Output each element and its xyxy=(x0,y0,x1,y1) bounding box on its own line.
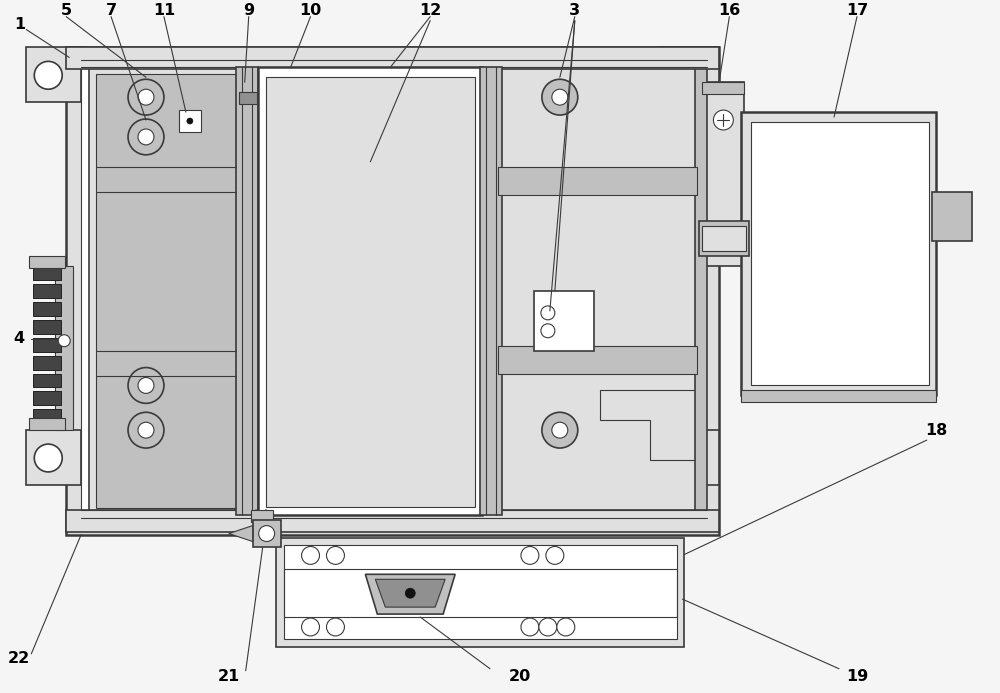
Text: 21: 21 xyxy=(218,669,240,684)
Bar xyxy=(33,356,61,369)
Text: 22: 22 xyxy=(8,651,30,666)
Bar xyxy=(266,78,475,507)
Bar xyxy=(253,520,281,547)
Bar xyxy=(498,167,697,195)
Bar xyxy=(33,337,61,351)
Polygon shape xyxy=(375,579,445,607)
Circle shape xyxy=(34,444,62,472)
Circle shape xyxy=(128,367,164,403)
Circle shape xyxy=(326,547,344,564)
Polygon shape xyxy=(600,390,699,460)
Text: 7: 7 xyxy=(106,3,117,18)
Circle shape xyxy=(541,306,555,320)
Text: 9: 9 xyxy=(243,3,254,18)
Bar xyxy=(96,74,236,508)
Text: 18: 18 xyxy=(926,423,948,438)
Bar xyxy=(236,67,258,515)
Text: 4: 4 xyxy=(14,331,25,346)
Text: 12: 12 xyxy=(419,3,441,18)
Bar xyxy=(33,410,61,423)
Bar xyxy=(932,191,972,241)
Circle shape xyxy=(542,412,578,448)
Bar xyxy=(239,92,257,104)
Text: 19: 19 xyxy=(846,669,868,684)
Bar xyxy=(482,67,702,515)
Bar xyxy=(179,110,201,132)
Bar xyxy=(534,291,594,351)
Bar xyxy=(89,67,697,515)
Circle shape xyxy=(138,89,154,105)
Bar xyxy=(702,82,744,266)
Bar xyxy=(33,374,61,387)
Circle shape xyxy=(138,378,154,394)
Bar xyxy=(89,67,244,515)
Circle shape xyxy=(541,324,555,337)
Bar xyxy=(29,256,65,268)
Text: 17: 17 xyxy=(846,3,868,18)
Bar xyxy=(276,538,684,647)
Circle shape xyxy=(58,335,70,346)
Circle shape xyxy=(302,547,320,564)
Polygon shape xyxy=(229,525,253,541)
Circle shape xyxy=(138,422,154,438)
Bar xyxy=(258,67,482,515)
Circle shape xyxy=(259,525,275,541)
Bar xyxy=(33,266,61,280)
Bar xyxy=(55,266,73,430)
Bar xyxy=(81,60,704,523)
Circle shape xyxy=(326,618,344,636)
Bar xyxy=(702,227,746,252)
Bar xyxy=(29,419,65,430)
Bar xyxy=(284,545,677,639)
Circle shape xyxy=(713,110,733,130)
Bar xyxy=(26,47,81,102)
Circle shape xyxy=(557,618,575,636)
Circle shape xyxy=(542,79,578,115)
Circle shape xyxy=(552,422,568,438)
Bar xyxy=(699,222,749,256)
Bar xyxy=(660,47,719,102)
Circle shape xyxy=(552,89,568,105)
Bar xyxy=(741,390,936,403)
Bar xyxy=(33,302,61,316)
Circle shape xyxy=(405,588,415,598)
Circle shape xyxy=(128,79,164,115)
Bar xyxy=(695,67,707,515)
Bar xyxy=(751,122,929,385)
Text: 5: 5 xyxy=(61,3,72,18)
Bar xyxy=(66,47,719,69)
Bar xyxy=(660,430,719,485)
Circle shape xyxy=(546,547,564,564)
Circle shape xyxy=(138,129,154,145)
Circle shape xyxy=(302,618,320,636)
Circle shape xyxy=(521,618,539,636)
Polygon shape xyxy=(365,574,455,614)
Text: 3: 3 xyxy=(569,3,580,18)
Circle shape xyxy=(680,448,699,468)
Circle shape xyxy=(128,412,164,448)
Bar xyxy=(702,82,744,94)
Bar xyxy=(26,430,81,485)
Text: 10: 10 xyxy=(299,3,322,18)
Circle shape xyxy=(34,62,62,89)
Bar xyxy=(33,392,61,405)
Bar xyxy=(251,509,273,522)
Bar xyxy=(33,284,61,298)
Bar xyxy=(741,112,936,396)
Bar xyxy=(480,67,502,515)
Circle shape xyxy=(128,119,164,155)
Bar xyxy=(66,47,719,534)
Bar xyxy=(498,346,697,374)
Bar xyxy=(33,320,61,334)
Circle shape xyxy=(539,618,557,636)
Bar xyxy=(66,509,719,532)
Circle shape xyxy=(680,65,699,85)
Circle shape xyxy=(187,118,193,124)
Text: 1: 1 xyxy=(14,17,25,32)
Circle shape xyxy=(521,547,539,564)
Text: 11: 11 xyxy=(153,3,175,18)
Text: 20: 20 xyxy=(509,669,531,684)
Text: 16: 16 xyxy=(718,3,740,18)
